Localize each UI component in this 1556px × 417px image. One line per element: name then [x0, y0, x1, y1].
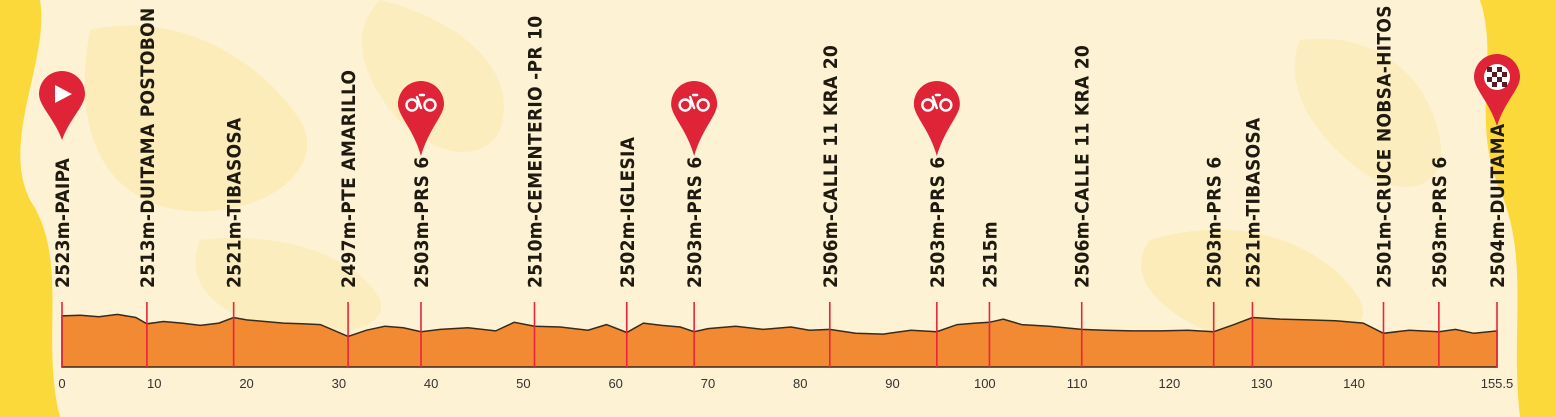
- waypoint-label: 2497m-PTE AMARILLO: [338, 70, 360, 288]
- waypoint-label: 2503m-PRS 6: [684, 156, 706, 288]
- x-tick-label: 120: [1159, 376, 1181, 391]
- waypoint-label: 2521m-TIBASOSA: [1242, 117, 1264, 288]
- x-tick-label: 70: [701, 376, 715, 391]
- x-tick-label: 40: [424, 376, 438, 391]
- waypoint-label: 2503m-PRS 6: [1429, 156, 1451, 288]
- waypoint-label: 2503m-PRS 6: [411, 156, 433, 288]
- waypoint-label: 2503m-PRS 6: [1204, 156, 1226, 288]
- sprint-marker-icon: [671, 81, 718, 156]
- waypoint-label: 2503m-PRS 6: [927, 156, 949, 288]
- x-tick-label: 30: [332, 376, 346, 391]
- waypoint-label: 2506m-CALLE 11 KRA 20: [820, 45, 842, 288]
- waypoint-label: 2506m-CALLE 11 KRA 20: [1072, 45, 1094, 288]
- x-tick-label: 0: [58, 376, 65, 391]
- waypoint-label: 2510m-CEMENTERIO -PR 10: [524, 16, 546, 288]
- finish-marker-icon: [1474, 54, 1520, 126]
- x-tick-label: 110: [1067, 376, 1088, 391]
- waypoint-label: 2515m: [979, 221, 1001, 288]
- x-tick-label: 50: [516, 376, 530, 391]
- x-tick-label: 60: [608, 376, 622, 391]
- x-tick-label: 130: [1251, 376, 1273, 391]
- x-tick-label: 90: [885, 376, 899, 391]
- x-tick-label: 140: [1343, 376, 1365, 391]
- waypoint-label: 2501m-CRUCE NOBSA-HITOS: [1373, 5, 1395, 288]
- waypoint-label: 2523m-PAIPA: [52, 157, 74, 288]
- sprint-marker-icon: [397, 81, 444, 156]
- x-tick-label: 20: [239, 376, 253, 391]
- waypoint-label: 2521m-TIBASOSA: [224, 117, 246, 288]
- x-tick-label: 10: [147, 376, 161, 391]
- waypoint-label: 2513m-DUITAMA POSTOBON: [137, 7, 159, 288]
- start-marker-icon: [39, 71, 85, 140]
- x-tick-label: 100: [974, 376, 996, 391]
- x-tick-label: 155.5: [1481, 376, 1514, 391]
- sprint-marker-icon: [913, 81, 960, 156]
- waypoint-label: 2504m-DUITAMA: [1487, 123, 1509, 288]
- x-tick-label: 80: [793, 376, 807, 391]
- waypoint-label: 2502m-IGLESIA: [617, 136, 639, 288]
